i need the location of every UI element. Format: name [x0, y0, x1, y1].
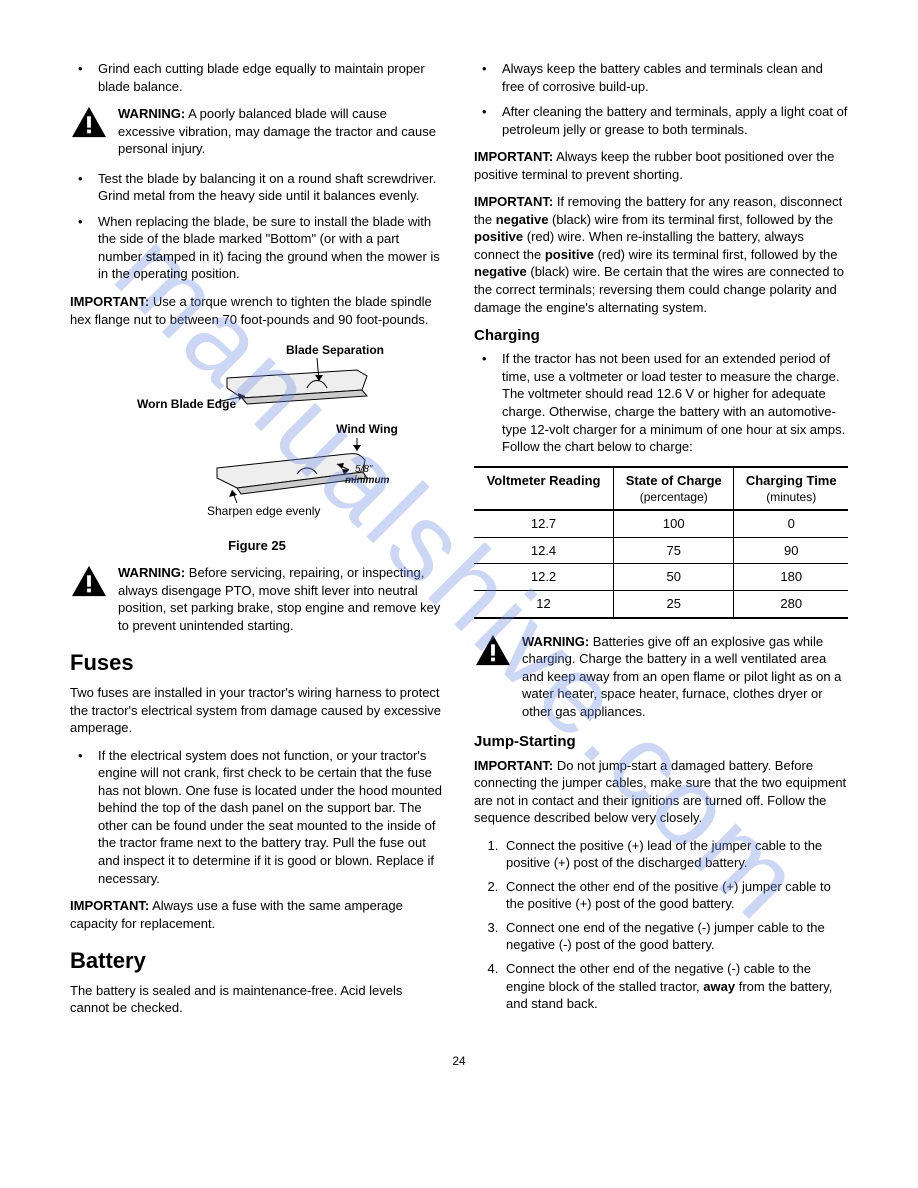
list-item: Connect the positive (+) lead of the jum…	[502, 837, 848, 872]
paragraph: The battery is sealed and is maintenance…	[70, 982, 444, 1017]
bullet-list: Always keep the battery cables and termi…	[474, 60, 848, 138]
important-label: IMPORTANT:	[70, 294, 149, 309]
list-item: Connect one end of the negative (-) jump…	[502, 919, 848, 954]
warning-label: WARNING:	[118, 106, 185, 121]
warning-block: WARNING: Before servicing, repairing, or…	[70, 564, 444, 634]
list-item: If the tractor has not been used for an …	[474, 350, 848, 455]
bold-text: positive	[545, 247, 594, 262]
bold-text: negative	[474, 264, 527, 279]
list-item: Connect the other end of the positive (+…	[502, 878, 848, 913]
figure-label: minimum	[345, 475, 390, 486]
table-row: 12.47590	[474, 537, 848, 564]
warning-triangle-icon	[70, 105, 108, 144]
warning-text: WARNING: A poorly balanced blade will ca…	[118, 105, 444, 158]
charging-table: Voltmeter Reading State of Charge(percen…	[474, 466, 848, 619]
paragraph: Two fuses are installed in your tractor'…	[70, 684, 444, 737]
table-row: 12.71000	[474, 510, 848, 537]
bold-text: away	[703, 979, 735, 994]
list-item: After cleaning the battery and terminals…	[474, 103, 848, 138]
important-paragraph: IMPORTANT: Do not jump-start a damaged b…	[474, 757, 848, 827]
figure-label: Wind Wing	[336, 422, 398, 436]
table-row: 12.250180	[474, 564, 848, 591]
table-header: State of Charge(percentage)	[614, 467, 734, 511]
table-row: 1225280	[474, 591, 848, 618]
warning-label: WARNING:	[522, 634, 589, 649]
bullet-list: If the tractor has not been used for an …	[474, 350, 848, 455]
right-column: Always keep the battery cables and termi…	[474, 60, 848, 1027]
important-paragraph: IMPORTANT: Use a torque wrench to tighte…	[70, 293, 444, 328]
warning-text: WARNING: Before servicing, repairing, or…	[118, 564, 444, 634]
figure-label: Blade Separation	[286, 343, 384, 357]
important-paragraph: IMPORTANT: Always use a fuse with the sa…	[70, 897, 444, 932]
bold-text: positive	[474, 229, 523, 244]
warning-block: WARNING: Batteries give off an explosive…	[474, 633, 848, 721]
figure-blade-diagram: Blade Separation Worn Blade Edge Wind Wi…	[70, 338, 444, 554]
warning-triangle-icon	[70, 564, 108, 603]
list-item: Connect the other end of the negative (-…	[502, 960, 848, 1013]
bullet-list: If the electrical system does not functi…	[70, 747, 444, 887]
numbered-list: Connect the positive (+) lead of the jum…	[474, 837, 848, 1013]
heading-jump-starting: Jump-Starting	[474, 732, 848, 752]
warning-block: WARNING: A poorly balanced blade will ca…	[70, 105, 444, 158]
important-paragraph: IMPORTANT: Always keep the rubber boot p…	[474, 148, 848, 183]
figure-label: 5/8"	[355, 464, 373, 475]
figure-caption: Figure 25	[70, 537, 444, 555]
page-number: 24	[70, 1053, 848, 1069]
important-label: IMPORTANT:	[474, 758, 553, 773]
warning-label: WARNING:	[118, 565, 185, 580]
bold-text: negative	[496, 212, 549, 227]
bullet-list: Grind each cutting blade edge equally to…	[70, 60, 444, 95]
left-column: Grind each cutting blade edge equally to…	[70, 60, 444, 1027]
list-item: If the electrical system does not functi…	[70, 747, 444, 887]
list-item: Test the blade by balancing it on a roun…	[70, 170, 444, 205]
bullet-list: Test the blade by balancing it on a roun…	[70, 170, 444, 283]
table-header: Charging Time(minutes)	[734, 467, 848, 511]
list-item: Always keep the battery cables and termi…	[474, 60, 848, 95]
table-header-row: Voltmeter Reading State of Charge(percen…	[474, 467, 848, 511]
list-item: Grind each cutting blade edge equally to…	[70, 60, 444, 95]
figure-label: Worn Blade Edge	[137, 397, 236, 411]
warning-triangle-icon	[474, 633, 512, 672]
two-column-layout: Grind each cutting blade edge equally to…	[70, 60, 848, 1027]
text-run: (black) wire. Be certain that the wires …	[474, 264, 844, 314]
warning-text: WARNING: Batteries give off an explosive…	[522, 633, 848, 721]
figure-label: Sharpen edge evenly	[207, 504, 320, 518]
heading-battery: Battery	[70, 946, 444, 976]
list-item: When replacing the blade, be sure to ins…	[70, 213, 444, 283]
important-label: IMPORTANT:	[474, 149, 553, 164]
heading-fuses: Fuses	[70, 648, 444, 678]
text-run: (black) wire from its terminal first, fo…	[548, 212, 833, 227]
table-header: Voltmeter Reading	[474, 467, 614, 511]
important-paragraph: IMPORTANT: If removing the battery for a…	[474, 193, 848, 316]
heading-charging: Charging	[474, 326, 848, 346]
important-label: IMPORTANT:	[70, 898, 149, 913]
text-run: (red) wire its terminal first, followed …	[594, 247, 837, 262]
important-label: IMPORTANT:	[474, 194, 553, 209]
